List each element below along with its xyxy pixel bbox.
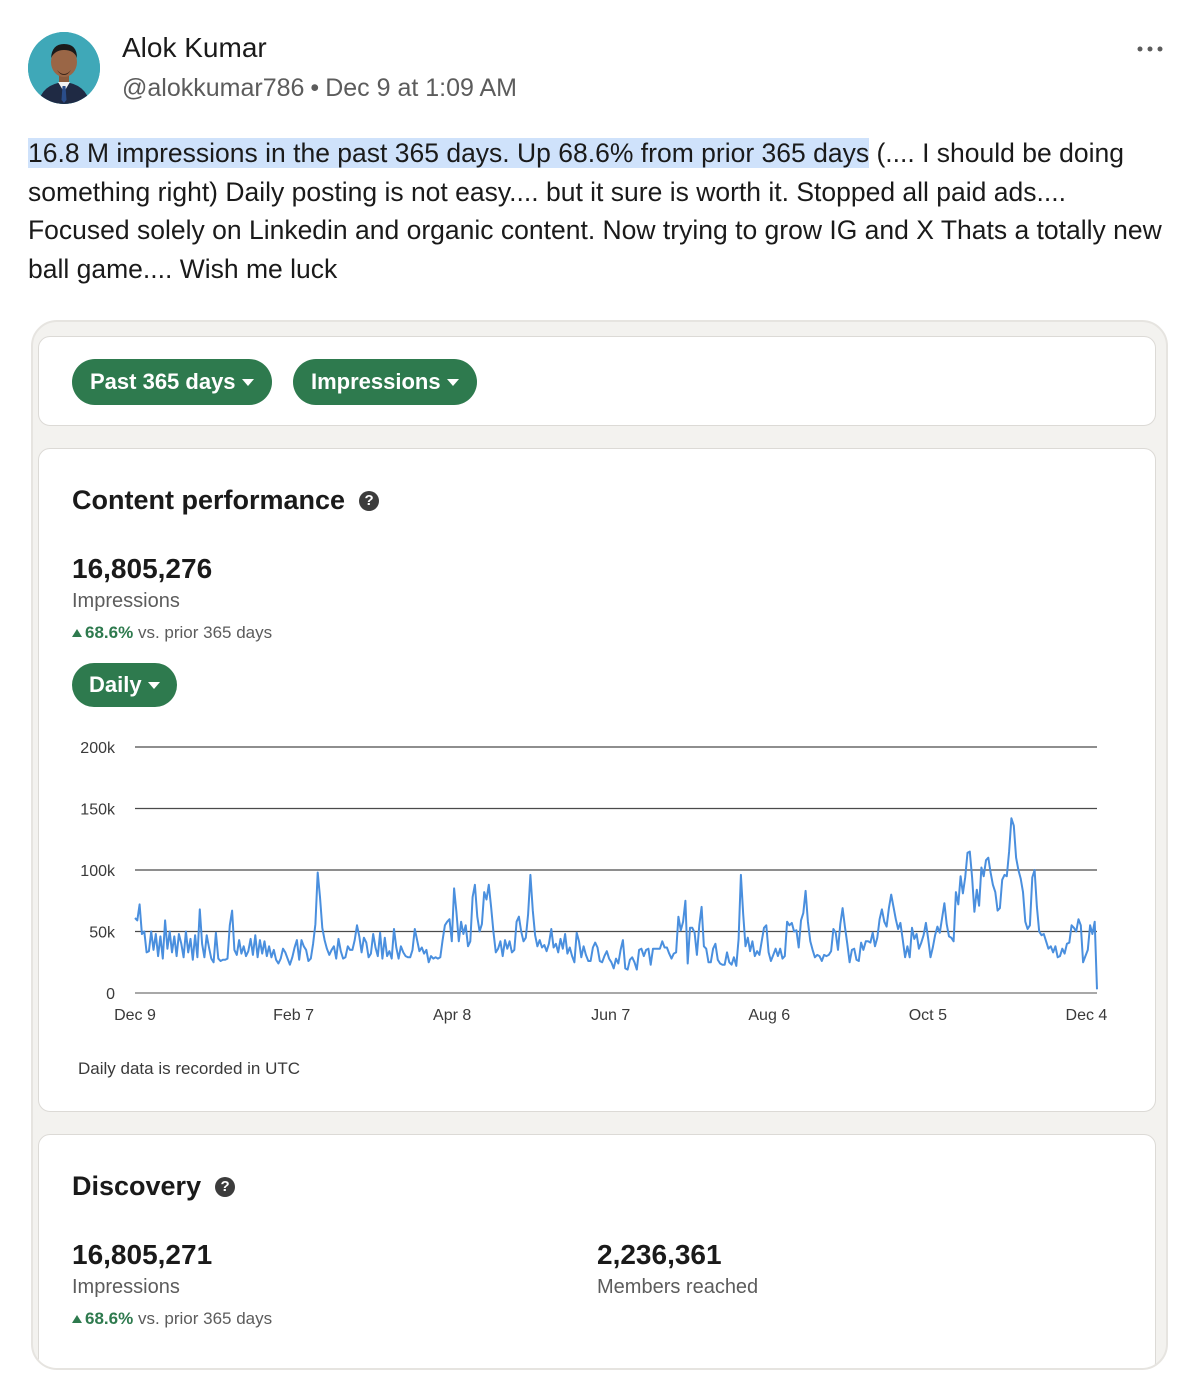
- impressions-delta: 68.6% vs. prior 365 days: [72, 623, 272, 643]
- discovery-delta-value: 68.6%: [85, 1309, 134, 1328]
- caret-down-icon: [241, 378, 254, 386]
- delta-value: 68.6%: [85, 623, 134, 642]
- analytics-screenshot: Past 365 days Impressions Content perfor…: [31, 320, 1168, 1370]
- x-tick-label: Oct 5: [909, 1007, 947, 1024]
- post-text-rest: (.... I should be doing something right)…: [28, 138, 1162, 284]
- meta-separator: •: [310, 74, 320, 102]
- date-range-dropdown[interactable]: Past 365 days: [72, 359, 272, 405]
- content-performance-title-text: Content performance: [72, 485, 346, 515]
- author-name[interactable]: Alok Kumar: [122, 32, 267, 63]
- post-highlighted-text: 16.8 M impressions in the past 365 days.…: [28, 138, 870, 168]
- x-tick-label: Jun 7: [591, 1007, 630, 1024]
- post-timestamp[interactable]: Dec 9 at 1:09 AM: [325, 74, 517, 102]
- x-tick-label: Aug 6: [748, 1007, 790, 1024]
- y-tick-label: 200k: [80, 740, 116, 757]
- avatar[interactable]: [28, 32, 100, 104]
- members-reached-total: 2,236,361: [597, 1239, 722, 1270]
- delta-text: vs. prior 365 days: [137, 623, 273, 642]
- caret-down-icon: [147, 681, 160, 689]
- discovery-card: Discovery ? 16,805,271 Impressions 68.6%…: [38, 1134, 1156, 1368]
- caret-down-icon: [446, 378, 459, 386]
- content-performance-card: Content performance ? 16,805,276 Impress…: [38, 448, 1156, 1112]
- granularity-dropdown[interactable]: Daily: [72, 663, 177, 707]
- post-body: 16.8 M impressions in the past 365 days.…: [28, 134, 1173, 288]
- x-tick-label: Dec 4: [1066, 1007, 1108, 1024]
- discovery-impressions-total: 16,805,271: [72, 1239, 213, 1270]
- metric-dropdown[interactable]: Impressions: [293, 359, 477, 405]
- help-circle-icon[interactable]: ?: [359, 490, 380, 511]
- x-tick-label: Dec 9: [114, 1007, 156, 1024]
- y-tick-label: 50k: [89, 925, 116, 942]
- triangle-up-icon: [72, 629, 82, 637]
- impressions-series-line: [134, 817, 1098, 990]
- more-horizontal-icon[interactable]: [1134, 36, 1168, 60]
- metric-label: Impressions: [311, 369, 441, 394]
- y-tick-label: 150k: [80, 802, 116, 819]
- content-performance-title: Content performance ?: [72, 485, 380, 516]
- discovery-delta-text: vs. prior 365 days: [137, 1309, 273, 1328]
- triangle-up-icon: [72, 1315, 82, 1323]
- granularity-label: Daily: [89, 672, 142, 697]
- author-meta: @alokkumar786 • Dec 9 at 1:09 AM: [122, 74, 517, 103]
- discovery-impressions-label: Impressions: [72, 1276, 180, 1298]
- y-tick-label: 0: [106, 986, 115, 1003]
- discovery-title-text: Discovery: [72, 1171, 202, 1201]
- help-circle-icon[interactable]: ?: [215, 1176, 236, 1197]
- discovery-impressions-delta: 68.6% vs. prior 365 days: [72, 1309, 272, 1329]
- impressions-total: 16,805,276: [72, 553, 213, 584]
- author-handle[interactable]: @alokkumar786: [122, 74, 305, 102]
- date-range-label: Past 365 days: [90, 369, 236, 394]
- x-tick-label: Feb 7: [273, 1007, 314, 1024]
- y-tick-label: 100k: [80, 863, 116, 880]
- impressions-label: Impressions: [72, 590, 180, 612]
- members-reached-label: Members reached: [597, 1276, 759, 1298]
- discovery-title: Discovery ?: [72, 1171, 236, 1202]
- avatar-photo: [28, 32, 100, 104]
- x-tick-label: Apr 8: [433, 1007, 471, 1024]
- filters-card: Past 365 days Impressions: [38, 336, 1156, 426]
- impressions-line-chart: 0 50k 100k 150k 200k Dec 9 Feb 7 Apr 8 Jun 7 Aug …: [80, 740, 1108, 1024]
- chart-footnote: Daily data is recorded in UTC: [78, 1059, 301, 1078]
